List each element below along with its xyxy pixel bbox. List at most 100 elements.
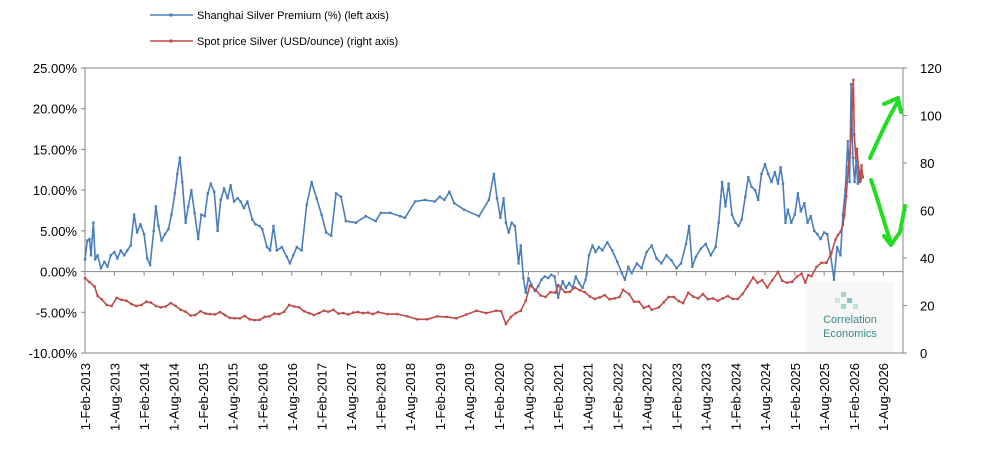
series-point-premium — [222, 187, 226, 190]
series-point-spot — [642, 306, 646, 310]
x-tick-label: 1-Aug-2026 — [876, 363, 891, 431]
series-point-premium — [790, 221, 793, 224]
series-point-premium — [793, 213, 796, 216]
series-point-premium — [152, 229, 155, 233]
series-point-spot — [100, 298, 103, 301]
series-point-premium — [553, 275, 556, 278]
series-point-spot — [647, 304, 651, 308]
series-point-spot — [836, 234, 840, 237]
series-point-spot — [632, 300, 636, 303]
series-point-premium — [724, 205, 727, 208]
series-point-spot — [618, 295, 621, 299]
series-point-spot — [258, 318, 261, 321]
series-point-premium — [517, 262, 520, 265]
series-point-premium — [594, 250, 597, 254]
series-point-premium — [561, 280, 564, 283]
series-point-premium — [203, 215, 206, 218]
series-point-premium — [623, 278, 627, 281]
series-point-premium — [83, 258, 87, 261]
arrow-down-annotation — [869, 178, 892, 242]
series-point-spot — [406, 315, 409, 318]
right-axis: 0 20 40 60 80 100 120 — [903, 61, 942, 361]
series-point-spot — [746, 285, 749, 288]
series-point-spot — [223, 313, 227, 317]
series-point-premium — [740, 218, 743, 221]
series-point-premium — [126, 249, 129, 252]
series-point-spot — [608, 298, 611, 301]
left-tick-label: 25.00% — [33, 61, 78, 76]
x-tick-label: 1-Aug-2022 — [640, 363, 655, 431]
series-point-premium — [737, 224, 740, 228]
series-point-premium — [453, 202, 456, 205]
series-point-premium — [344, 219, 348, 223]
x-tick-label: 1-Feb-2013 — [78, 363, 93, 430]
series-point-spot — [347, 313, 350, 316]
series-premium — [83, 83, 864, 299]
left-tick-label: -5.00% — [36, 305, 78, 320]
series-point-premium — [389, 211, 392, 215]
series-point-premium — [99, 267, 103, 270]
series-point-premium — [709, 254, 712, 257]
series-point-premium — [261, 228, 264, 231]
annotation-arrows — [868, 96, 907, 247]
series-point-premium — [679, 262, 683, 265]
series-point-spot — [213, 313, 217, 316]
series-point-premium — [557, 296, 560, 299]
series-point-spot — [243, 314, 246, 318]
series-point-spot — [672, 295, 675, 299]
series-point-premium — [826, 232, 829, 236]
series-point-spot — [233, 317, 236, 320]
series-point-spot — [843, 214, 846, 217]
watermark-logo-icon — [835, 292, 858, 309]
series-point-premium — [597, 245, 601, 249]
series-point-spot — [273, 312, 276, 315]
series-point-premium — [627, 265, 630, 268]
series-point-premium — [750, 185, 753, 189]
series-point-spot — [752, 276, 755, 279]
series-point-premium — [844, 188, 847, 192]
series-point-premium — [334, 192, 338, 195]
series-point-premium — [763, 162, 767, 166]
series-point-spot — [810, 274, 813, 278]
series-point-spot — [465, 313, 468, 316]
series-point-premium — [779, 166, 782, 169]
x-tick-label: 1-Aug-2025 — [817, 363, 832, 431]
x-tick-label: 1-Feb-2020 — [492, 363, 507, 430]
series-point-spot — [549, 291, 552, 294]
series-point-premium — [853, 180, 856, 184]
series-point-spot — [174, 304, 177, 308]
series-point-spot — [135, 304, 138, 308]
series-point-spot — [88, 281, 91, 284]
series-point-premium — [170, 213, 173, 216]
series-point-spot — [621, 288, 625, 291]
series-point-premium — [438, 195, 441, 198]
left-tick-label: -10.00% — [29, 346, 78, 361]
series-point-premium — [675, 267, 678, 270]
series-point-spot — [509, 315, 513, 319]
series-point-premium — [254, 223, 257, 226]
series-point-spot — [322, 309, 326, 312]
series-point-premium — [540, 278, 543, 281]
arrow-down-head — [882, 204, 907, 247]
series-point-spot — [307, 311, 311, 315]
series-point-spot — [807, 273, 810, 277]
series-point-premium — [246, 200, 249, 203]
legend: Shanghai Silver Premium (%) (left axis) … — [150, 10, 398, 48]
left-tick-label: 0.00% — [40, 265, 77, 280]
series-point-spot — [475, 309, 478, 312]
series-point-premium — [232, 200, 236, 203]
series-point-spot — [850, 119, 853, 122]
series-point-premium — [809, 215, 812, 218]
series-point-spot — [701, 292, 705, 296]
series-point-spot — [184, 310, 187, 313]
series-point-spot — [848, 152, 852, 155]
x-tick-label: 1-Feb-2015 — [196, 363, 211, 430]
series-point-spot — [736, 297, 739, 301]
series-point-premium — [527, 276, 530, 280]
series-point-premium — [413, 200, 417, 203]
series-point-spot — [208, 312, 212, 316]
series-point-spot — [297, 306, 301, 309]
x-tick-label: 1-Aug-2019 — [462, 363, 477, 431]
series-point-premium — [530, 283, 533, 286]
